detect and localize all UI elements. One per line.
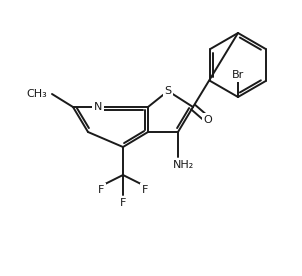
Text: O: O (204, 115, 212, 125)
Text: F: F (98, 185, 104, 195)
Text: CH₃: CH₃ (26, 89, 47, 99)
Text: Br: Br (232, 70, 244, 80)
Text: N: N (94, 102, 102, 112)
Text: F: F (142, 185, 148, 195)
Text: NH₂: NH₂ (172, 160, 194, 170)
Text: S: S (164, 86, 172, 96)
Text: F: F (120, 198, 126, 208)
